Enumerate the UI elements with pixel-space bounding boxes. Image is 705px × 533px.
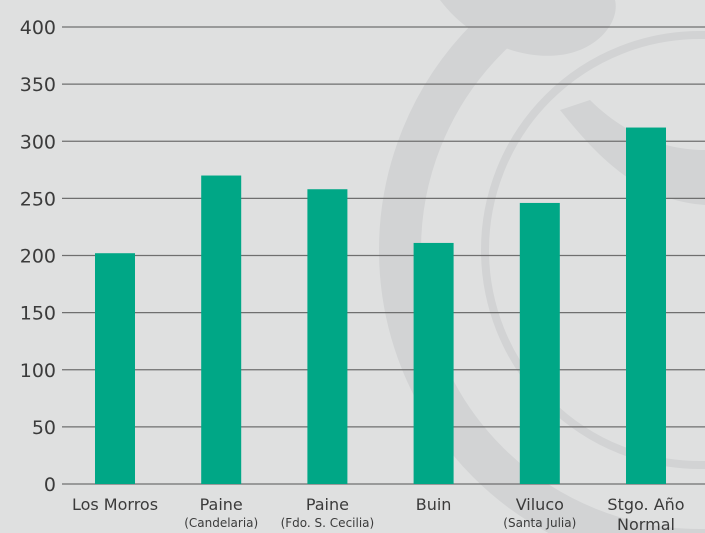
y-tick-label: 400 [20, 17, 56, 39]
x-category-label: Los Morros [72, 495, 158, 514]
y-tick-label: 150 [20, 303, 56, 325]
y-tick-label: 0 [44, 474, 56, 496]
x-category-label: Paine [200, 495, 243, 514]
bar [95, 253, 135, 484]
y-axis-ticks: 0 50 100 150 200 250 300 350 400 [20, 17, 56, 496]
x-category-label-line2: Normal [617, 515, 675, 533]
bar [626, 127, 666, 484]
x-category-sublabel: (Candelaria) [184, 516, 258, 530]
x-category-sublabel: (Fdo. S. Cecilia) [281, 516, 375, 530]
bar [201, 175, 242, 484]
y-tick-label: 200 [20, 246, 56, 268]
y-tick-label: 300 [20, 131, 56, 153]
x-category-label: Buin [416, 495, 452, 514]
y-tick-label: 100 [20, 360, 56, 382]
y-tick-label: 50 [32, 417, 56, 439]
bar [413, 242, 454, 484]
x-category-sublabel: (Santa Julia) [503, 516, 576, 530]
bar [307, 189, 348, 485]
watermark-seal [379, 0, 705, 533]
y-tick-label: 350 [20, 74, 56, 96]
bar [519, 202, 560, 484]
gridlines [62, 26, 705, 485]
bars [95, 127, 666, 485]
y-tick-label: 250 [20, 188, 56, 210]
x-category-label: Paine [306, 495, 349, 514]
x-category-label: Viluco [516, 495, 564, 514]
x-category-label: Stgo. Año [607, 495, 684, 514]
x-axis-labels: Los Morros Paine (Candelaria) Paine (Fdo. S.… [72, 495, 685, 533]
